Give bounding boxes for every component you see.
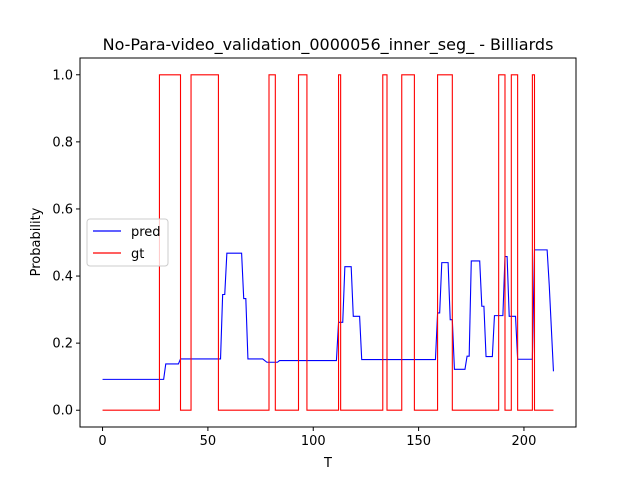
y-axis-ticks: 0.0 0.2 0.4 0.6 0.8 1.0	[52, 68, 80, 419]
chart-title: No-Para-video_validation_0000056_inner_s…	[103, 35, 554, 55]
y-tick-label: 0.0	[52, 404, 73, 419]
y-tick-label: 0.8	[52, 135, 73, 150]
x-tick-label: 50	[200, 434, 217, 449]
y-tick-label: 0.4	[52, 270, 73, 285]
y-tick-label: 0.6	[52, 202, 73, 217]
legend: pred gt	[86, 218, 169, 267]
plot-area	[79, 57, 577, 428]
series-line-gt	[102, 74, 554, 411]
x-axis-ticks: 0 50 100 150 200	[98, 427, 536, 449]
x-tick-label: 0	[98, 434, 106, 449]
legend-label-gt: gt	[131, 247, 144, 262]
y-axis-label: Probability	[29, 207, 44, 276]
y-tick-label: 1.0	[52, 68, 73, 83]
legend-label-pred: pred	[131, 225, 161, 240]
x-axis-label: T	[323, 456, 332, 471]
series-layer	[102, 74, 554, 411]
x-tick-label: 150	[406, 434, 431, 449]
x-tick-label: 200	[512, 434, 537, 449]
y-tick-label: 0.2	[52, 337, 73, 352]
x-tick-label: 100	[301, 434, 326, 449]
axes-frame	[79, 57, 577, 428]
